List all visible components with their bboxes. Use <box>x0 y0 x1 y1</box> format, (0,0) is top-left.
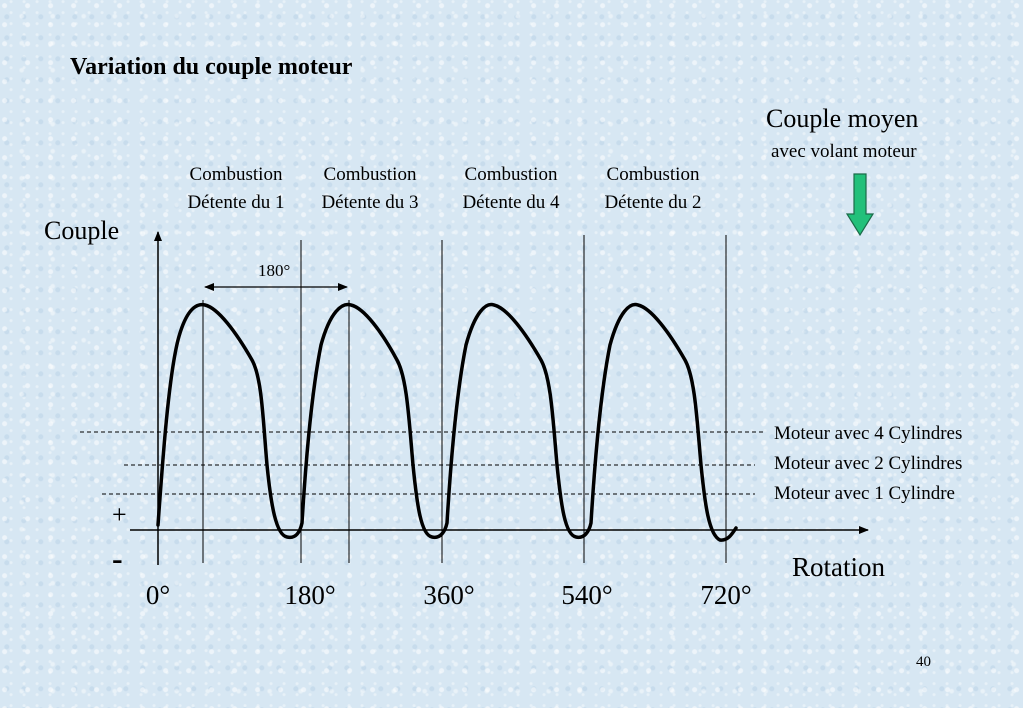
down-arrow-icon <box>845 173 875 237</box>
y-axis-label: Couple <box>44 216 120 245</box>
combustion-label-4-line2: Détente du 2 <box>604 192 702 213</box>
combustion-label-3: Combustion Détente du 4 <box>441 161 581 217</box>
negative-sign: - <box>112 540 123 576</box>
legend-4-cylinders: Moteur avec 4 Cylindres <box>774 423 963 444</box>
combustion-label-2-line1: Combustion <box>323 164 417 185</box>
average-torque-label: Couple moyen <box>766 104 919 133</box>
combustion-label-3-line1: Combustion <box>464 164 558 185</box>
interval-annotation: 180° <box>258 261 291 280</box>
page-number: 40 <box>916 654 931 670</box>
x-tick-540: 540° <box>561 580 613 610</box>
combustion-label-2: Combustion Détente du 3 <box>300 161 440 217</box>
combustion-label-4: Combustion Détente du 2 <box>583 161 723 217</box>
torque-curve <box>156 302 738 542</box>
average-torque-sublabel: avec volant moteur <box>771 141 917 162</box>
legend-2-cylinders: Moteur avec 2 Cylindres <box>774 453 963 474</box>
slide-title: Variation du couple moteur <box>70 54 353 80</box>
x-tick-180: 180° <box>284 580 336 610</box>
x-tick-360: 360° <box>423 580 475 610</box>
x-tick-720: 720° <box>700 580 752 610</box>
x-axis-label: Rotation <box>792 552 885 582</box>
legend-1-cylinder: Moteur avec 1 Cylindre <box>774 483 955 504</box>
combustion-label-3-line2: Détente du 4 <box>462 192 560 213</box>
x-tick-0: 0° <box>145 580 171 610</box>
combustion-label-1-line2: Détente du 1 <box>187 192 285 213</box>
combustion-label-1-line1: Combustion <box>189 164 283 185</box>
combustion-label-1: Combustion Détente du 1 <box>166 161 306 217</box>
combustion-label-4-line1: Combustion <box>606 164 700 185</box>
positive-sign: + <box>112 500 127 529</box>
combustion-label-2-line2: Détente du 3 <box>321 192 419 213</box>
